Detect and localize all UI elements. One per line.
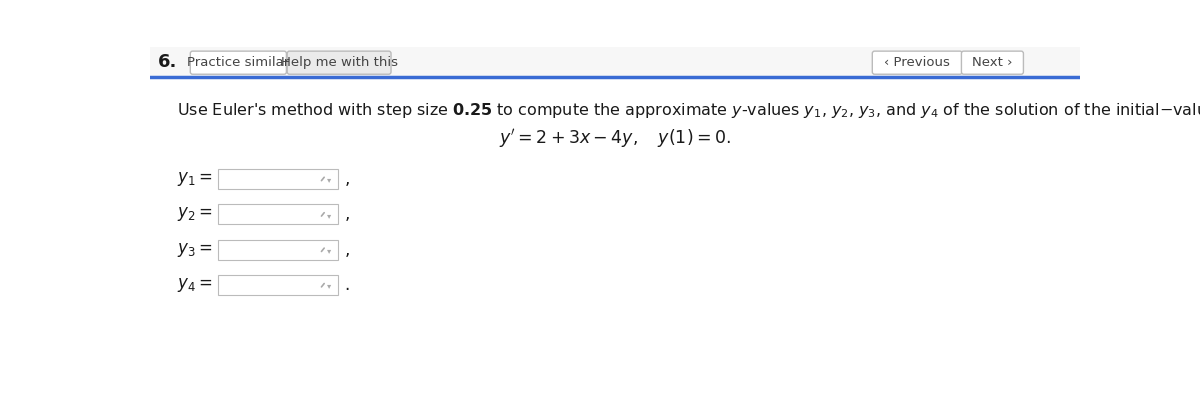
FancyBboxPatch shape [218,240,338,260]
Text: $\mathit{y}_3 =$: $\mathit{y}_3 =$ [178,241,212,259]
FancyBboxPatch shape [872,51,962,74]
Text: ‹ Previous: ‹ Previous [884,56,950,69]
FancyBboxPatch shape [287,51,391,74]
FancyBboxPatch shape [218,204,338,224]
Text: ,: , [344,205,350,223]
Text: Practice similar: Practice similar [187,56,289,69]
FancyBboxPatch shape [218,275,338,295]
FancyBboxPatch shape [218,169,338,189]
Text: $\mathit{y}_1 =$: $\mathit{y}_1 =$ [178,170,212,188]
Text: ,: , [344,170,350,188]
Text: Next ›: Next › [972,56,1013,69]
Text: ▾: ▾ [326,281,331,290]
Text: ▾: ▾ [326,246,331,255]
FancyBboxPatch shape [961,51,1024,74]
Text: $\mathit{y}_4 =$: $\mathit{y}_4 =$ [178,276,212,294]
Text: ▾: ▾ [326,175,331,184]
Text: $\mathit{y}' = 2 + 3\mathit{x} - 4\mathit{y}, \quad \mathit{y}(1) = 0.$: $\mathit{y}' = 2 + 3\mathit{x} - 4\mathi… [499,126,731,150]
Text: ,: , [344,241,350,259]
FancyBboxPatch shape [191,51,287,74]
Text: Use Euler's method with step size $\mathbf{0.25}$ to compute the approximate $\i: Use Euler's method with step size $\math… [178,101,1200,120]
Text: ▾: ▾ [326,211,331,219]
FancyBboxPatch shape [150,47,1080,76]
Text: 6.: 6. [157,53,178,71]
Text: .: . [344,276,349,294]
Text: Help me with this: Help me with this [281,56,397,69]
Text: $\mathit{y}_2 =$: $\mathit{y}_2 =$ [178,205,212,223]
